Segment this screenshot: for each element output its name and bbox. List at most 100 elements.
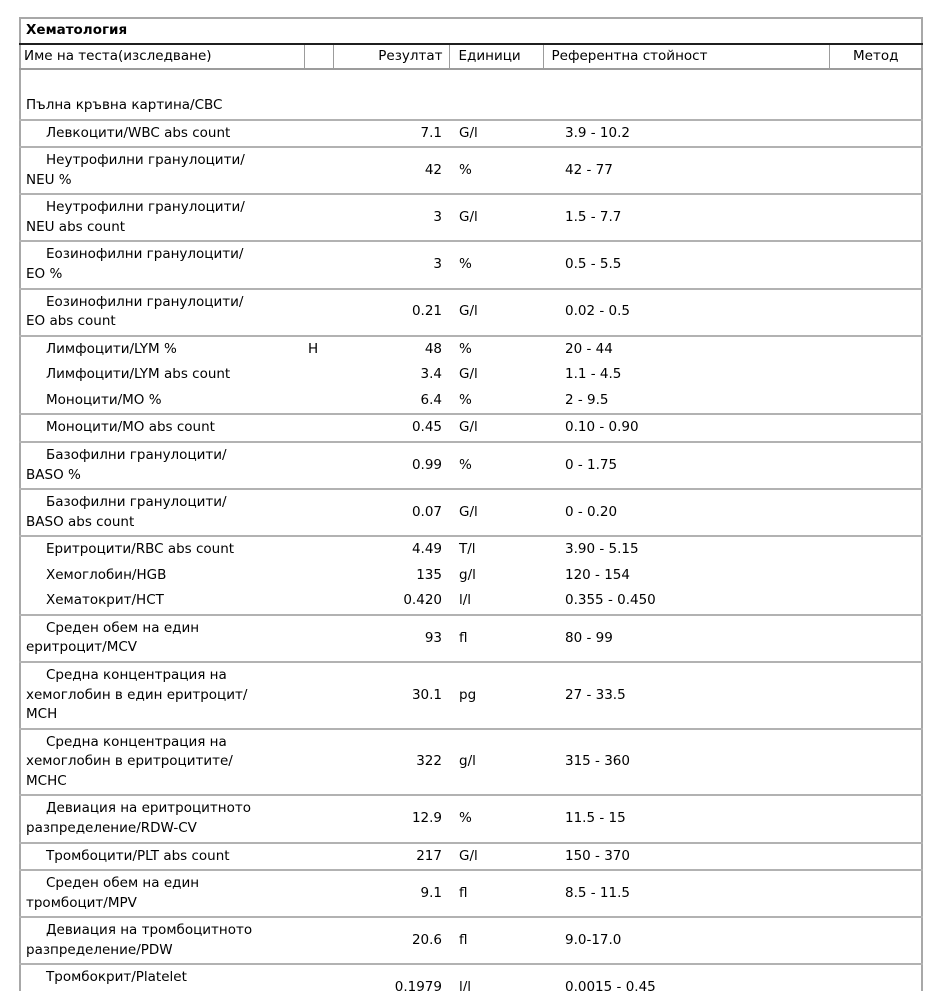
method-cell (829, 336, 922, 363)
section-title: Хематология (20, 18, 922, 45)
reference-cell: 8.5 - 11.5 (543, 870, 829, 919)
test-row: Хемоглобин/HGB 135 g/l 120 - 154 (20, 563, 922, 589)
flag-cell (304, 842, 333, 872)
test-name-cell: Левкоцити/WBC abs count (20, 119, 304, 149)
method-cell (829, 288, 922, 337)
test-row: Неутрофилни гранулоцити/ NEU % 42 % 42 -… (20, 147, 922, 196)
reference-cell: 315 - 360 (543, 728, 829, 797)
result-cell: 217 (333, 842, 449, 872)
test-row: Неутрофилни гранулоцити/ NEU abs count 3… (20, 194, 922, 243)
method-cell (829, 588, 922, 616)
method-cell (829, 489, 922, 538)
flag-cell (304, 588, 333, 616)
method-cell (829, 795, 922, 844)
method-cell (829, 917, 922, 966)
test-name-cell: Лимфоцити/LYM % (46, 340, 177, 357)
units-cell: % (449, 241, 543, 290)
reference-cell: 0.02 - 0.5 (543, 288, 829, 337)
result-cell: 7.1 (333, 119, 449, 149)
units-cell: G/l (449, 194, 543, 243)
flag-cell (304, 241, 333, 290)
units-cell: G/l (459, 366, 478, 383)
units-cell: T/l (459, 541, 476, 558)
flag-cell (304, 489, 333, 538)
test-row: Хематокрит/HCT 0.420 l/l 0.355 - 0.450 (20, 588, 922, 616)
result-cell: 20.6 (333, 917, 449, 966)
result-cell: 322 (333, 728, 449, 797)
flag-cell (304, 728, 333, 797)
units-cell: % (449, 147, 543, 196)
test-name-cell: Тромбокрит/Platelet hematocrit=PCT (20, 964, 304, 991)
result-cell: 0.99 (333, 441, 449, 491)
test-name-cell: Среден обем на един еритроцит/MCV (20, 614, 304, 664)
test-row: Базофилни гранулоцити/ BASO abs count 0.… (20, 489, 922, 538)
panel-title: Пълна кръвна картина/CBC (20, 68, 922, 121)
test-row: Средна концентрация на хемоглобин в ерит… (20, 728, 922, 797)
flag-cell (304, 795, 333, 844)
flag-cell (304, 387, 333, 416)
flag-cell (304, 870, 333, 919)
flag-cell (304, 414, 333, 443)
reference-cell: 0 - 1.75 (543, 441, 829, 491)
method-cell (829, 563, 922, 589)
test-name-cell: Базофилни гранулоцити/ BASO abs count (20, 489, 304, 538)
result-cell: 135 (416, 566, 442, 583)
units-cell: G/l (449, 119, 543, 149)
test-row: Девиация на тромбоцитното разпределение/… (20, 917, 922, 966)
flag-cell (304, 614, 333, 664)
units-cell: G/l (449, 489, 543, 538)
reference-cell: 3.90 - 5.15 (565, 541, 639, 558)
test-row: Тромбокрит/Platelet hematocrit=PCT 0.197… (20, 964, 922, 991)
units-cell: fl (449, 870, 543, 919)
test-name-cell: Средна концентрация на хемоглобин в един… (20, 662, 304, 730)
result-cell: 12.9 (333, 795, 449, 844)
result-cell: 4.49 (411, 541, 442, 558)
column-header-units: Единици (448, 43, 543, 70)
result-cell: 42 (333, 147, 449, 196)
test-name-cell: Среден обем на един тромбоцит/MPV (20, 870, 304, 919)
method-cell (829, 194, 922, 243)
reference-cell: 0.5 - 5.5 (543, 241, 829, 290)
flag-cell (304, 917, 333, 966)
units-cell: % (449, 795, 543, 844)
flag-cell (304, 441, 333, 491)
units-cell: l/l (449, 964, 543, 991)
reference-cell: 1.1 - 4.5 (565, 366, 622, 383)
test-row: Лимфоцити/LYM abs count 3.4 G/l 1.1 - 4.… (20, 362, 922, 388)
result-cell: 48 (424, 340, 442, 357)
panel-header-row: Пълна кръвна картина/CBC (20, 68, 922, 121)
reference-cell: 0 - 0.20 (543, 489, 829, 538)
test-name-cell: Хемоглобин/HGB (46, 566, 167, 583)
reference-cell: 20 - 44 (565, 340, 613, 357)
method-cell (829, 241, 922, 290)
test-name-cell: Хематокрит/HCT (20, 588, 304, 616)
test-row: Моноцити/MO abs count 0.45 G/l 0.10 - 0.… (20, 414, 922, 443)
flag-cell (304, 563, 333, 589)
results-tbody: Левкоцити/WBC abs count 7.1 G/l 3.9 - 10… (20, 119, 922, 991)
test-row: Еритроцити/RBC abs count 4.49 T/l 3.90 -… (20, 536, 922, 563)
flag-cell (304, 662, 333, 730)
report-title-row: Хематология (20, 18, 922, 45)
method-cell (829, 387, 922, 416)
result-cell: 3 (333, 241, 449, 290)
method-cell (829, 662, 922, 730)
test-name-cell: Моноцити/MO abs count (20, 414, 304, 443)
reference-cell: 80 - 99 (543, 614, 829, 664)
units-cell: g/l (459, 566, 476, 583)
test-name-cell: Еозинофилни гранулоцити/ EO abs count (20, 288, 304, 337)
units-cell: G/l (449, 414, 543, 443)
units-cell: G/l (449, 842, 543, 872)
test-name-cell: Еритроцити/RBC abs count (46, 541, 235, 558)
test-row: Девиация на еритроцитното разпределение/… (20, 795, 922, 844)
test-name-cell: Еозинофилни гранулоцити/ EO % (20, 241, 304, 290)
test-name-cell: Лимфоцити/LYM abs count (46, 366, 231, 383)
column-header-reference: Референтна стойност (542, 43, 829, 70)
column-header-method: Метод (828, 43, 922, 70)
reference-cell: 0.0015 - 0.45 (543, 964, 829, 991)
result-cell: 30.1 (333, 662, 449, 730)
reference-cell: 0.10 - 0.90 (543, 414, 829, 443)
test-row: Левкоцити/WBC abs count 7.1 G/l 3.9 - 10… (20, 119, 922, 149)
test-name-cell: Неутрофилни гранулоцити/ NEU abs count (20, 194, 304, 243)
result-cell: 0.420 (333, 588, 449, 616)
